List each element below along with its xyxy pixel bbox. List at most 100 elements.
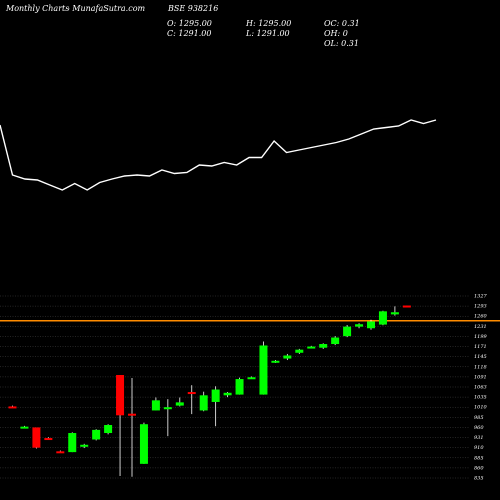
- y-tick-label: 1035: [474, 395, 487, 401]
- candle: [319, 343, 328, 349]
- candle: [223, 392, 232, 398]
- candle-body: [32, 427, 41, 448]
- candle-grid: [0, 295, 470, 479]
- candle-body: [199, 395, 208, 411]
- y-tick-label: 910: [474, 445, 484, 451]
- candle-body: [319, 344, 328, 348]
- candle: [151, 397, 160, 411]
- candlestick-panel: [8, 305, 411, 477]
- candle: [8, 405, 17, 409]
- candle: [80, 443, 89, 449]
- price-line-panel: [0, 119, 437, 191]
- candle-body: [247, 377, 256, 380]
- candle-body: [175, 402, 184, 406]
- y-tick-label: 1118: [474, 364, 487, 370]
- y-tick-label: 1327: [474, 294, 488, 300]
- candle-body: [235, 379, 244, 395]
- candle-body: [402, 305, 411, 308]
- candle: [295, 348, 304, 354]
- candle-body: [259, 345, 268, 395]
- y-tick-label: 885: [474, 455, 484, 461]
- candle-body: [163, 407, 172, 410]
- candle-body: [104, 425, 113, 434]
- high-value: H: 1295.00: [246, 19, 292, 28]
- candle: [175, 397, 184, 407]
- y-tick-label: 1063: [474, 385, 487, 391]
- symbol-label: BSE 938216: [168, 4, 219, 13]
- candle: [187, 385, 196, 415]
- candle-body: [211, 389, 220, 402]
- candle: [355, 323, 364, 329]
- y-tick-label: 860: [474, 465, 484, 471]
- y-tick-label: 1293: [474, 304, 487, 310]
- candle-body: [44, 438, 53, 441]
- candle: [56, 450, 65, 454]
- candle: [20, 425, 29, 429]
- candle-body: [343, 326, 352, 337]
- candle-body: [367, 321, 375, 329]
- candle-body: [116, 375, 125, 416]
- candle-body: [20, 426, 29, 429]
- candle: [211, 386, 220, 427]
- candle: [199, 391, 208, 412]
- candle: [68, 432, 77, 453]
- close-value: C: 1291.00: [167, 29, 212, 38]
- candle: [283, 353, 292, 361]
- candle-body: [128, 413, 136, 416]
- oc-value: OC: 0.31: [324, 19, 360, 28]
- y-tick-label: 1091: [474, 374, 487, 380]
- y-tick-label: 1260: [474, 314, 488, 320]
- price-line: [0, 119, 437, 191]
- y-axis-ticks: 1327 1293 1260 1231 1199 1171 1145 1118 1091 1063…: [474, 294, 488, 482]
- low-value: L: 1291.00: [246, 29, 290, 38]
- candle: [307, 345, 316, 349]
- open-value: O: 1295.00: [167, 19, 212, 28]
- candle: [116, 375, 125, 476]
- candle-body: [8, 406, 17, 409]
- candle: [367, 319, 375, 330]
- candle-body: [271, 360, 280, 363]
- candle-body: [355, 324, 364, 327]
- candle-body: [56, 451, 65, 454]
- source-label: - MunafaSutra.com: [67, 4, 146, 13]
- candle: [271, 360, 280, 364]
- candle-body: [68, 433, 77, 453]
- y-tick-label: 1010: [474, 405, 488, 411]
- oh-value: OH: 0: [324, 29, 348, 38]
- candle: [32, 427, 41, 449]
- candle-body: [92, 429, 101, 440]
- ol-value: OL: 0.31: [324, 39, 359, 48]
- candle-body: [151, 400, 160, 411]
- candle: [259, 341, 268, 395]
- candle: [235, 377, 244, 395]
- y-tick-label: 985: [474, 415, 484, 421]
- candle-body: [223, 392, 232, 396]
- candle-body: [139, 424, 148, 464]
- candle-body: [80, 444, 89, 447]
- candle: [343, 324, 352, 338]
- candle: [378, 310, 387, 326]
- chart-label: Monthly Charts: [6, 4, 70, 13]
- y-tick-label: 960: [474, 425, 484, 431]
- candle: [402, 305, 411, 308]
- y-tick-label: 931: [474, 435, 484, 441]
- candle: [390, 306, 399, 316]
- y-tick-label: 1231: [474, 324, 487, 330]
- y-tick-label: 1199: [474, 334, 488, 340]
- y-tick-label: 1145: [474, 354, 487, 360]
- candle-body: [378, 311, 387, 325]
- candle: [139, 422, 148, 464]
- candle-body: [295, 349, 304, 353]
- candle: [331, 336, 340, 346]
- candle: [44, 437, 53, 441]
- candle: [163, 399, 172, 437]
- candle: [247, 376, 256, 380]
- y-tick-label: 1171: [474, 344, 487, 350]
- candle-body: [307, 346, 316, 349]
- candle-body: [331, 337, 340, 345]
- candle: [104, 424, 113, 435]
- y-tick-label: 835: [474, 476, 484, 482]
- candle: [92, 429, 101, 441]
- candle-body: [390, 312, 399, 315]
